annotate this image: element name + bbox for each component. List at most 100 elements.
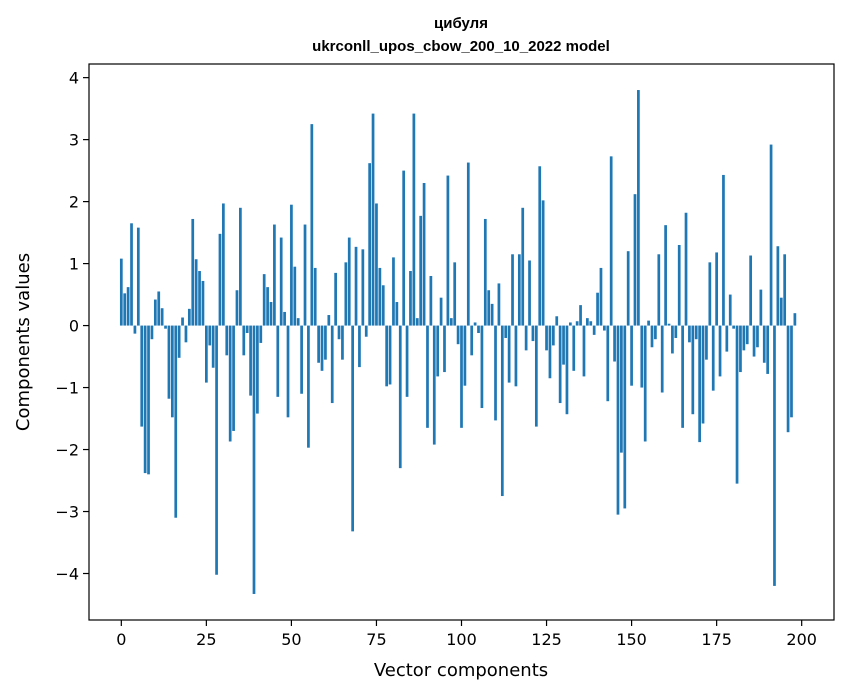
bar-72 <box>364 325 368 337</box>
bar-28 <box>215 325 218 575</box>
bar-159 <box>660 325 664 393</box>
bar-98 <box>453 262 457 326</box>
bar-137 <box>586 318 589 326</box>
bar-183 <box>742 325 746 351</box>
bar-164 <box>677 244 681 326</box>
bar-134 <box>575 321 579 326</box>
bar-78 <box>385 325 389 387</box>
bar-141 <box>599 267 603 326</box>
chart-subtitle: ukrconll_upos_cbow_200_10_2022 model <box>312 38 610 55</box>
bar-75 <box>375 203 378 326</box>
bar-118 <box>521 207 525 326</box>
bar-26 <box>208 325 212 346</box>
bar-20 <box>187 308 191 326</box>
bar-29 <box>218 233 222 326</box>
bar-175 <box>715 252 718 326</box>
bar-170 <box>698 325 701 443</box>
bar-152 <box>637 90 640 326</box>
chart-title: цибуля <box>434 15 488 32</box>
bar-35 <box>239 207 242 326</box>
bar-113 <box>504 325 508 338</box>
bar-88 <box>419 215 423 326</box>
y-tick-label-4: 4 <box>69 69 79 88</box>
bar-174 <box>711 325 715 391</box>
bar-155 <box>647 320 650 326</box>
bar-32 <box>228 325 232 442</box>
bar-1 <box>123 293 127 326</box>
bar-128 <box>555 316 559 326</box>
x-tick-label-175: 175 <box>701 630 732 649</box>
bar-82 <box>398 325 402 469</box>
bar-161 <box>667 323 671 326</box>
x-tick-label-25: 25 <box>196 630 216 649</box>
bar-101 <box>463 325 467 386</box>
bar-148 <box>623 325 627 509</box>
x-tick-label-150: 150 <box>616 630 647 649</box>
bar-105 <box>477 325 480 334</box>
bar-151 <box>633 194 637 326</box>
bar-13 <box>164 325 167 329</box>
bar-81 <box>395 302 399 326</box>
y-tick-label--3: −3 <box>55 503 79 522</box>
bar-24 <box>201 280 205 326</box>
bar-190 <box>766 325 770 374</box>
bar-195 <box>783 254 787 326</box>
bar-108 <box>487 290 491 326</box>
bar-185 <box>749 255 753 326</box>
bar-17 <box>177 325 181 358</box>
bar-138 <box>589 321 593 326</box>
bar-71 <box>361 249 365 326</box>
bar-181 <box>735 325 739 484</box>
bar-44 <box>269 302 273 326</box>
bar-150 <box>630 325 633 386</box>
x-axis-ticks: 0 25 50 75 100 125 150 175 200 <box>116 620 817 649</box>
x-tick-label-200: 200 <box>786 630 817 649</box>
bar-60 <box>324 325 327 360</box>
bar-76 <box>378 267 382 326</box>
bar-163 <box>674 325 678 338</box>
bar-66 <box>344 262 348 326</box>
bar-110 <box>494 325 497 421</box>
y-axis-ticks: −4 −3 −2 −1 0 1 2 3 4 <box>55 69 89 584</box>
bar-64 <box>337 325 341 340</box>
bar-149 <box>626 251 630 326</box>
plot-frame <box>88 63 835 621</box>
bar-172 <box>705 325 708 360</box>
bar-83 <box>402 170 406 326</box>
bar-111 <box>497 283 501 326</box>
bar-193 <box>776 246 780 326</box>
bar-106 <box>480 325 484 409</box>
bar-23 <box>198 271 201 326</box>
bar-47 <box>279 237 283 326</box>
bar-171 <box>701 325 705 424</box>
bar-124 <box>541 200 545 326</box>
bar-154 <box>643 325 647 442</box>
bar-153 <box>640 325 644 388</box>
bar-70 <box>358 325 361 368</box>
bar-41 <box>259 325 263 343</box>
bar-114 <box>507 325 511 383</box>
y-tick-label--2: −2 <box>55 441 79 460</box>
y-tick-label--1: −1 <box>55 379 79 398</box>
bar-55 <box>307 325 310 448</box>
bar-177 <box>722 174 725 326</box>
y-tick-label-1: 1 <box>69 255 79 274</box>
bar-94 <box>439 297 443 326</box>
bar-21 <box>191 218 195 326</box>
bar-184 <box>745 325 749 345</box>
bar-91 <box>429 275 433 326</box>
y-tick-label-2: 2 <box>69 193 79 212</box>
bar-74 <box>371 113 375 326</box>
bar-45 <box>273 224 276 326</box>
bar-16 <box>174 325 178 518</box>
bar-103 <box>470 325 474 356</box>
bar-99 <box>456 325 460 345</box>
bar-179 <box>728 294 732 326</box>
bar-27 <box>211 325 215 368</box>
bar-12 <box>160 308 164 326</box>
bar-173 <box>708 262 712 326</box>
bar-57 <box>313 267 317 326</box>
bar-126 <box>548 325 552 379</box>
bar-180 <box>732 325 736 329</box>
